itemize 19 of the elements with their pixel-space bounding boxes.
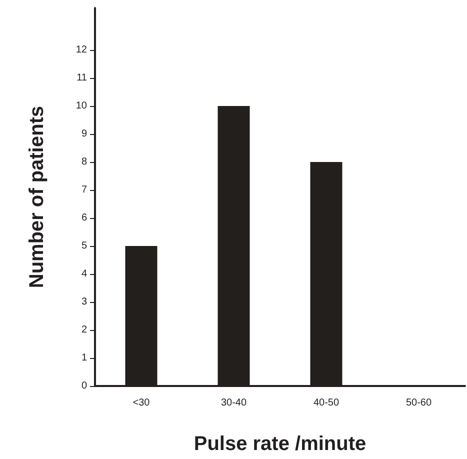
- y-tick-label: 3: [81, 296, 88, 308]
- y-axis-title: Number of patients: [26, 106, 48, 288]
- x-tick-label: 50-60: [406, 398, 432, 408]
- y-tick-label: 12: [76, 44, 88, 56]
- y-tick-label: 10: [76, 100, 88, 112]
- y-tick-label: 11: [76, 72, 88, 84]
- y-tick-label: 6: [81, 212, 88, 224]
- y-tick-label: 0: [81, 380, 88, 392]
- x-tick-label: 30-40: [220, 398, 247, 408]
- y-tick-label: 5: [81, 240, 88, 252]
- y-tick-label: 9: [81, 128, 88, 140]
- y-tick-label: 2: [81, 324, 88, 336]
- x-tick-label: <30: [132, 398, 150, 408]
- y-tick-label: 8: [81, 156, 88, 168]
- y-tick-label: 7: [81, 184, 88, 196]
- x-axis-title: Pulse rate /minute: [194, 433, 366, 455]
- y-tick-label: 4: [81, 268, 88, 280]
- x-tick-label: 40-50: [313, 398, 340, 408]
- y-tick-label: 1: [81, 352, 88, 364]
